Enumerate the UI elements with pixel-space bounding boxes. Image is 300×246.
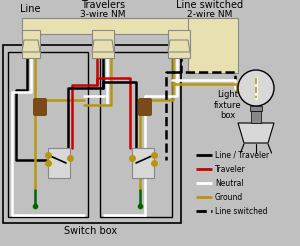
Circle shape [238, 70, 274, 106]
Text: Line: Line [20, 4, 40, 14]
Polygon shape [168, 40, 190, 52]
Text: Line switched: Line switched [176, 0, 244, 10]
Text: Light
fixture
box: Light fixture box [214, 90, 242, 120]
FancyBboxPatch shape [138, 98, 152, 116]
Text: Ground: Ground [215, 193, 243, 201]
Text: 2-wire NM: 2-wire NM [187, 10, 233, 19]
Text: 3-wire NM: 3-wire NM [80, 10, 126, 19]
Polygon shape [92, 40, 114, 52]
Polygon shape [22, 40, 40, 52]
Text: Travelers: Travelers [81, 0, 125, 10]
Text: Line switched: Line switched [215, 206, 268, 215]
FancyBboxPatch shape [168, 30, 190, 58]
Text: Line / Traveler: Line / Traveler [215, 151, 269, 159]
FancyBboxPatch shape [22, 30, 40, 58]
FancyBboxPatch shape [250, 106, 262, 111]
Text: Switch box: Switch box [64, 226, 118, 236]
Polygon shape [238, 123, 274, 143]
FancyBboxPatch shape [251, 111, 261, 123]
FancyBboxPatch shape [92, 30, 114, 58]
FancyBboxPatch shape [22, 18, 192, 34]
Text: Traveler: Traveler [215, 165, 246, 173]
FancyBboxPatch shape [33, 98, 47, 116]
Text: Neutral: Neutral [215, 179, 244, 187]
FancyBboxPatch shape [188, 18, 238, 73]
FancyBboxPatch shape [48, 148, 70, 178]
FancyBboxPatch shape [132, 148, 154, 178]
